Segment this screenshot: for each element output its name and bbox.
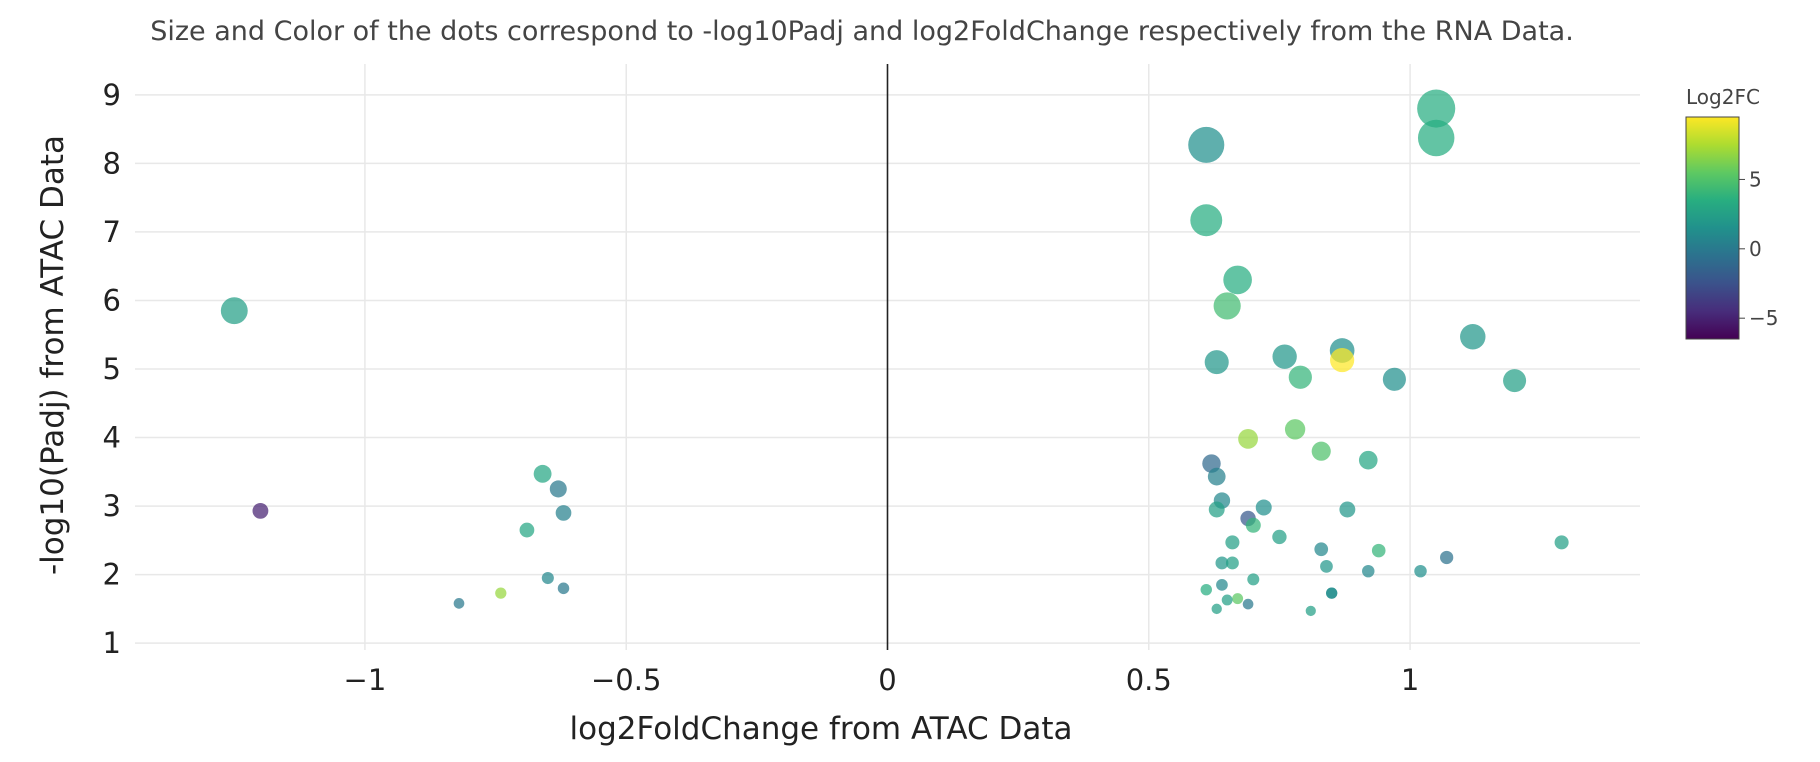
colorbar-tick-label: 5 (1749, 167, 1762, 191)
data-point (1255, 499, 1272, 516)
data-point (1339, 501, 1356, 518)
data-point (1216, 579, 1228, 591)
data-point (1188, 126, 1225, 163)
x-tick-label: 1 (1401, 663, 1419, 697)
data-point (1284, 419, 1306, 440)
data-point (1211, 603, 1222, 615)
colorbar-tick-label: −5 (1749, 306, 1778, 330)
y-tick-label: 6 (103, 283, 121, 317)
data-point (1225, 556, 1239, 570)
y-tick-label: 9 (103, 78, 121, 112)
data-point (1460, 324, 1486, 350)
data-point (1305, 605, 1316, 617)
colorbar-title: Log2FC (1686, 85, 1760, 109)
data-points (220, 89, 1569, 617)
y-tick-label: 7 (103, 215, 121, 249)
data-point (1213, 292, 1241, 320)
x-axis-ticks: −1 −0.5 0 0.5 1 (344, 663, 1420, 697)
data-point (1371, 543, 1386, 558)
data-point (1417, 89, 1456, 128)
y-tick-label: 3 (103, 489, 121, 523)
data-point (1204, 350, 1229, 375)
data-point (1382, 367, 1406, 391)
data-point (557, 582, 570, 595)
data-point (1358, 450, 1378, 470)
y-tick-label: 2 (103, 558, 121, 592)
y-axis-ticks: 1 2 3 4 5 6 7 8 9 (103, 78, 121, 660)
y-tick-label: 5 (103, 352, 121, 386)
data-point (453, 598, 465, 609)
data-point (1417, 119, 1455, 157)
data-point (1247, 573, 1260, 586)
data-point (495, 587, 507, 599)
data-point (1320, 560, 1333, 573)
data-point (1245, 517, 1261, 533)
y-tick-label: 8 (103, 146, 121, 180)
data-point (1208, 501, 1225, 518)
data-point (1190, 204, 1223, 237)
data-point (1238, 429, 1258, 449)
data-point (1223, 265, 1252, 295)
x-tick-label: −0.5 (591, 663, 661, 697)
data-point (220, 297, 248, 325)
data-point (1311, 441, 1331, 461)
data-point (252, 502, 269, 519)
data-point (1272, 529, 1287, 545)
data-point (1242, 598, 1254, 610)
data-point (1314, 542, 1329, 557)
data-point (1200, 583, 1212, 596)
colorbar-tick-label: 0 (1749, 237, 1762, 261)
data-point (1221, 594, 1233, 606)
x-tick-label: 0 (878, 663, 896, 697)
data-point (1362, 564, 1375, 578)
x-axis-label: log2FoldChange from ATAC Data (569, 711, 1072, 747)
y-tick-label: 1 (103, 626, 121, 660)
y-axis-label: -log10(Padj) from ATAC Data (35, 135, 71, 575)
data-point (549, 480, 567, 498)
colorbar: Log2FC 5 0 −5 (1685, 85, 1778, 340)
data-point (1207, 467, 1226, 486)
data-point (1326, 587, 1338, 599)
data-point (1503, 369, 1527, 393)
x-tick-label: −1 (344, 663, 387, 697)
data-point (1225, 535, 1240, 550)
data-point (519, 522, 535, 538)
x-tick-label: 0.5 (1126, 663, 1172, 697)
data-point (1554, 535, 1569, 550)
y-tick-label: 4 (103, 421, 121, 455)
data-point (541, 571, 554, 585)
data-point (1414, 564, 1427, 578)
chart-title: Size and Color of the dots correspond to… (150, 16, 1574, 47)
data-point (1288, 365, 1312, 389)
data-point (1272, 344, 1297, 369)
data-point (1215, 556, 1229, 570)
data-point (1330, 347, 1355, 373)
colorbar-gradient (1685, 116, 1740, 340)
data-point (1232, 593, 1244, 605)
data-point (533, 464, 552, 483)
data-point (1440, 550, 1454, 565)
data-point (555, 505, 572, 521)
